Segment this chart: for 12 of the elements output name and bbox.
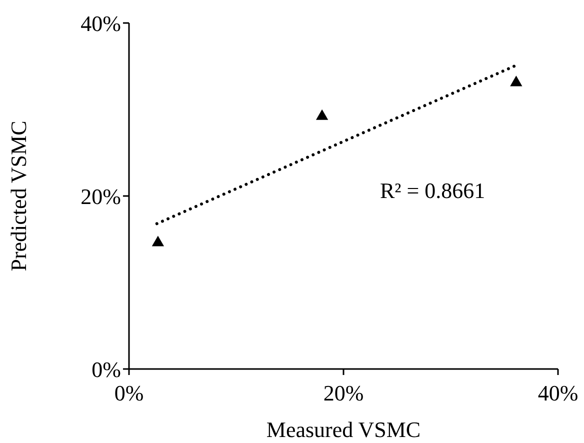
point [510,76,522,86]
y-axis-title: Predicted VSMC [6,120,31,272]
point [316,109,328,120]
point [152,236,164,246]
annotation: R² = 0.8661 [380,178,486,204]
x-tick-label: 0% [114,380,144,406]
x-axis-title: Measured VSMC [266,417,421,442]
x-tick-label: 40% [538,380,578,406]
y-tick-label: 40% [80,10,121,36]
x-tick-label: 20% [323,380,364,406]
y-tick-label: 0% [92,356,121,382]
y-tick-label: 20% [80,184,121,209]
